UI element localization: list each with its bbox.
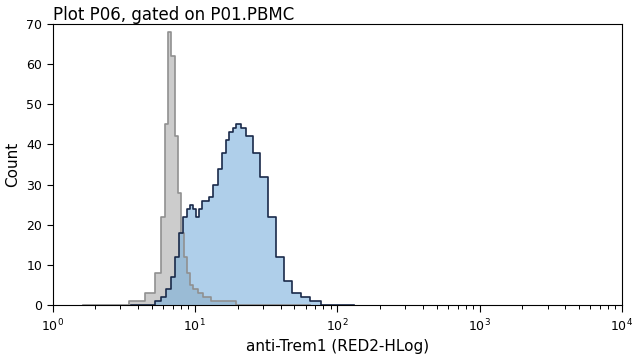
Text: Plot P06, gated on P01.PBMC: Plot P06, gated on P01.PBMC <box>52 5 294 23</box>
Polygon shape <box>132 124 354 306</box>
Polygon shape <box>83 32 310 306</box>
Y-axis label: Count: Count <box>6 142 20 187</box>
X-axis label: anti-Trem1 (RED2-HLog): anti-Trem1 (RED2-HLog) <box>245 339 429 355</box>
